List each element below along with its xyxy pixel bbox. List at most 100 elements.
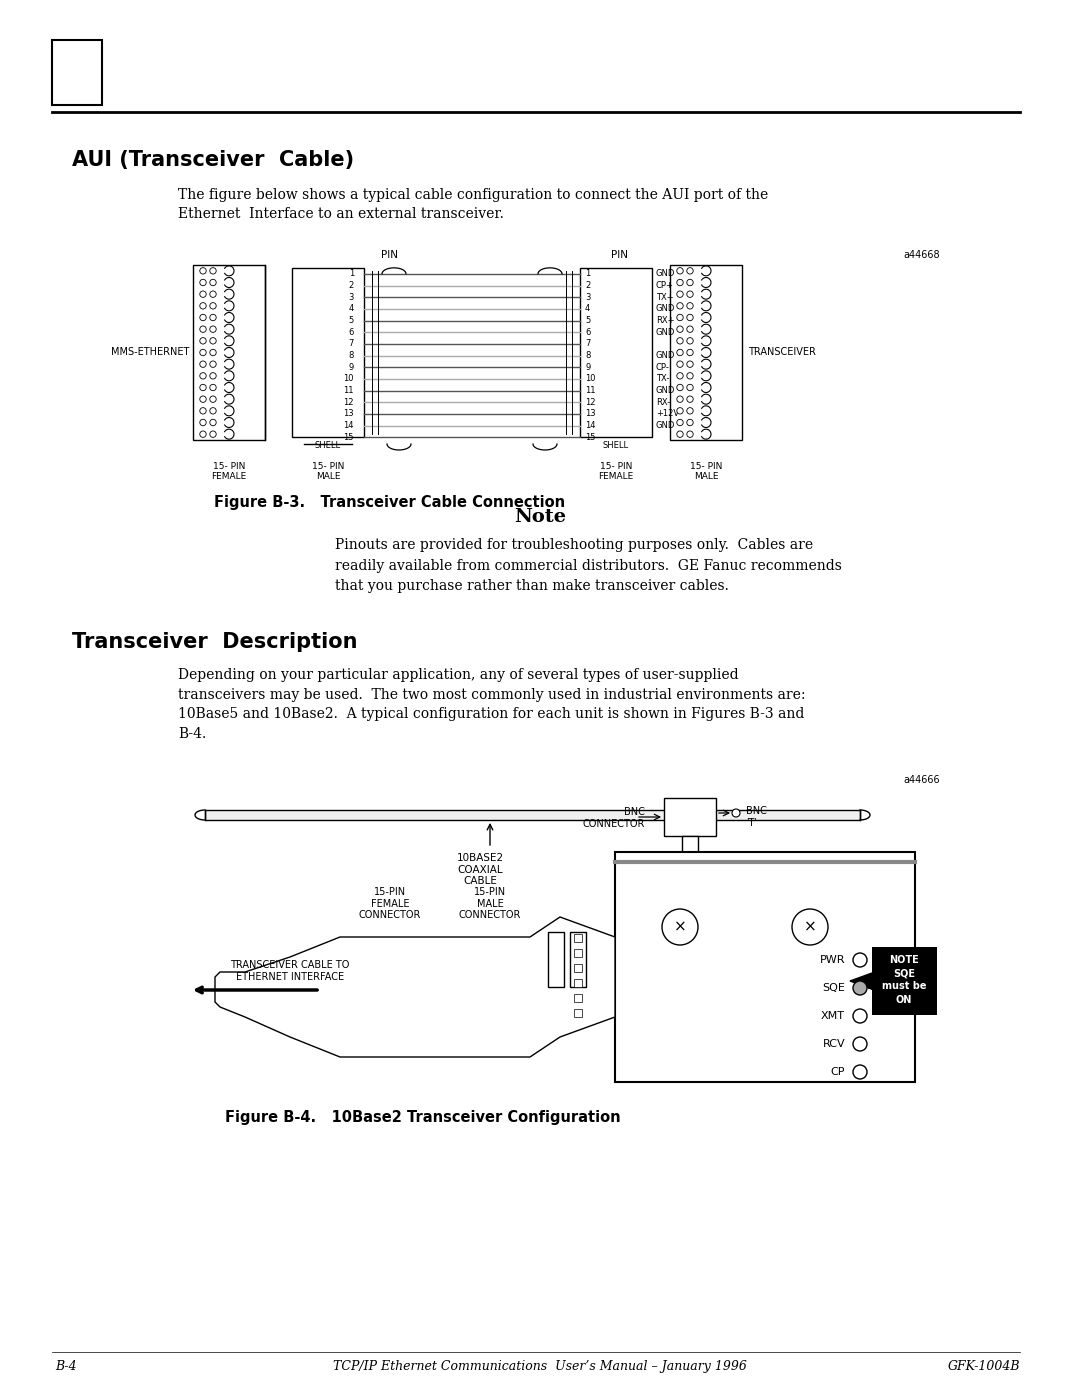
Circle shape (210, 384, 216, 391)
Text: RCV: RCV (822, 1039, 845, 1049)
Circle shape (792, 909, 828, 944)
Text: Transceiver  Description: Transceiver Description (72, 631, 357, 652)
Text: 2: 2 (585, 281, 591, 291)
Text: +12V: +12V (656, 409, 679, 418)
Circle shape (677, 314, 684, 321)
Circle shape (687, 291, 693, 298)
Polygon shape (215, 916, 615, 1058)
Text: B: B (67, 63, 87, 87)
Text: Note: Note (514, 509, 566, 527)
Bar (573, 964, 582, 972)
Text: 1: 1 (585, 270, 591, 278)
Text: 15: 15 (585, 433, 595, 441)
Circle shape (200, 314, 206, 321)
Circle shape (677, 349, 684, 356)
Text: The figure below shows a typical cable configuration to connect the AUI port of : The figure below shows a typical cable c… (178, 189, 768, 222)
Text: SHELL: SHELL (315, 441, 341, 450)
Circle shape (687, 338, 693, 344)
Circle shape (210, 303, 216, 309)
Circle shape (677, 268, 684, 274)
Text: ×: × (674, 919, 687, 935)
Text: 13: 13 (343, 409, 354, 418)
Circle shape (200, 338, 206, 344)
Circle shape (677, 408, 684, 414)
Circle shape (200, 430, 206, 437)
Circle shape (200, 349, 206, 356)
Bar (664, 798, 716, 835)
Text: 4: 4 (349, 305, 354, 313)
Text: 12: 12 (585, 398, 595, 407)
Text: BNC: BNC (746, 806, 767, 816)
Text: 'T': 'T' (746, 819, 757, 828)
Bar (570, 932, 586, 988)
Circle shape (210, 408, 216, 414)
Text: GND: GND (656, 328, 675, 337)
Bar (681, 835, 698, 854)
Text: 15- PIN
FEMALE: 15- PIN FEMALE (212, 462, 246, 482)
Text: 10BASE2
COAXIAL
CABLE: 10BASE2 COAXIAL CABLE (457, 854, 503, 886)
Text: Pinouts are provided for troubleshooting purposes only.  Cables are
readily avai: Pinouts are provided for troubleshooting… (335, 538, 842, 594)
Circle shape (210, 291, 216, 298)
Text: 2: 2 (349, 281, 354, 291)
Bar (193, 265, 265, 440)
Circle shape (210, 314, 216, 321)
Circle shape (687, 279, 693, 286)
Circle shape (677, 360, 684, 367)
Text: GFK-1004B: GFK-1004B (947, 1361, 1020, 1373)
Circle shape (687, 360, 693, 367)
Circle shape (662, 909, 698, 944)
Bar (573, 949, 582, 957)
Circle shape (200, 373, 206, 379)
Text: 13: 13 (585, 409, 596, 418)
Circle shape (687, 408, 693, 414)
Circle shape (210, 395, 216, 402)
Bar (573, 1009, 582, 1017)
Text: 9: 9 (585, 363, 591, 372)
Text: 11: 11 (343, 386, 354, 395)
Text: PWR: PWR (820, 956, 845, 965)
Circle shape (210, 279, 216, 286)
Circle shape (677, 419, 684, 426)
Text: 4: 4 (585, 305, 591, 313)
Circle shape (677, 291, 684, 298)
Circle shape (200, 395, 206, 402)
Circle shape (210, 430, 216, 437)
Circle shape (210, 419, 216, 426)
Text: 14: 14 (585, 420, 595, 430)
Text: a44666: a44666 (903, 775, 940, 785)
Text: RX-: RX- (656, 398, 671, 407)
Text: CP+: CP+ (656, 281, 674, 291)
Text: 15: 15 (343, 433, 354, 441)
Circle shape (687, 373, 693, 379)
Text: 15- PIN
MALE: 15- PIN MALE (690, 462, 723, 482)
Bar (580, 268, 652, 437)
Circle shape (200, 303, 206, 309)
Circle shape (853, 1009, 867, 1023)
Bar (573, 995, 582, 1002)
Text: Figure B-3.   Transceiver Cable Connection: Figure B-3. Transceiver Cable Connection (215, 495, 566, 510)
Text: TX-: TX- (656, 374, 670, 383)
Text: Depending on your particular application, any of several types of user-supplied
: Depending on your particular application… (178, 668, 806, 740)
Circle shape (732, 809, 740, 817)
Circle shape (210, 360, 216, 367)
Circle shape (687, 419, 693, 426)
Circle shape (200, 384, 206, 391)
Circle shape (687, 349, 693, 356)
Text: SHELL: SHELL (603, 441, 629, 450)
Circle shape (677, 384, 684, 391)
Circle shape (687, 268, 693, 274)
Text: GND: GND (656, 270, 675, 278)
Text: 6: 6 (349, 328, 354, 337)
Bar (292, 268, 364, 437)
Text: ×: × (804, 919, 816, 935)
Text: BNC
CONNECTOR: BNC CONNECTOR (582, 807, 645, 828)
Bar (573, 935, 582, 942)
Text: TRANSCEIVER: TRANSCEIVER (748, 346, 815, 358)
Text: 6: 6 (585, 328, 591, 337)
Circle shape (687, 384, 693, 391)
Circle shape (210, 326, 216, 332)
Circle shape (677, 279, 684, 286)
Circle shape (200, 326, 206, 332)
Text: 3: 3 (349, 292, 354, 302)
Circle shape (853, 981, 867, 995)
